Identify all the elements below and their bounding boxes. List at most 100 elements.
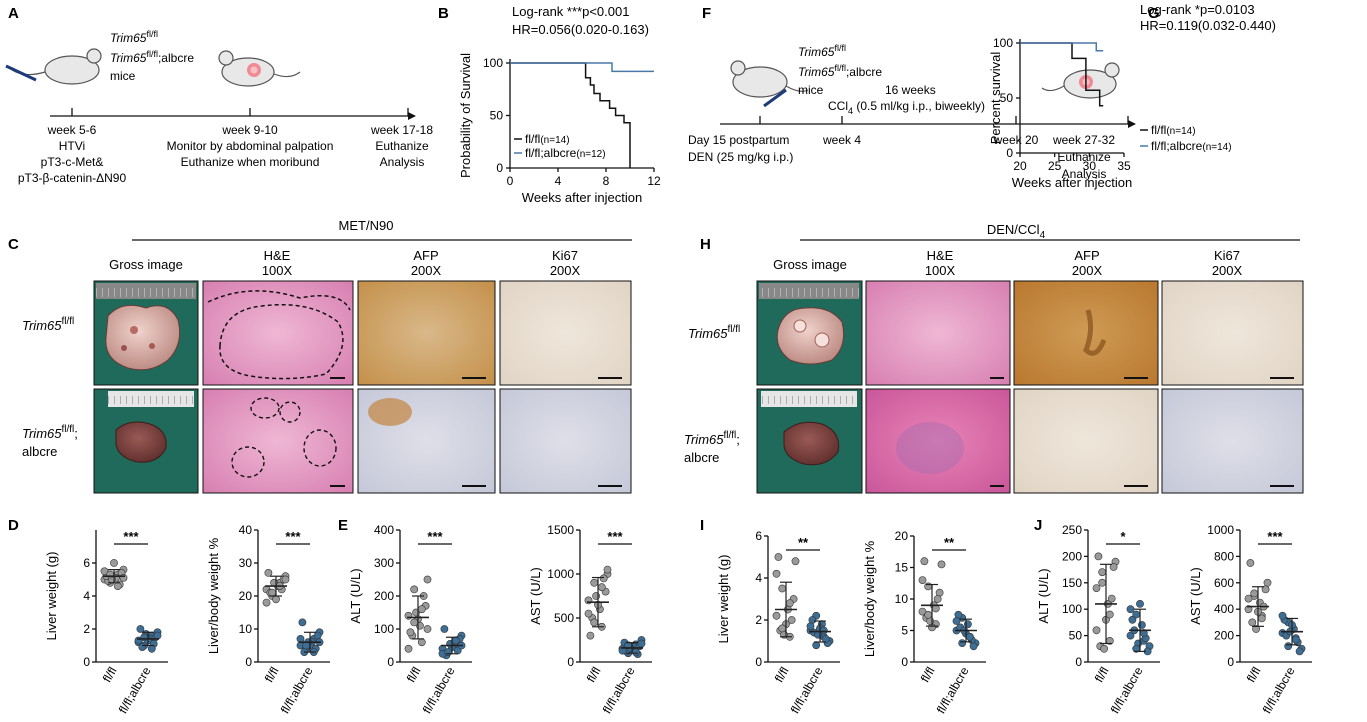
data-point [410, 618, 419, 627]
y-tick-label: 0 [755, 655, 762, 669]
panel-label-c: C [8, 236, 19, 253]
x-tick-label: 35 [1117, 159, 1131, 173]
x-category-label: fl/fl;albcre [1260, 664, 1298, 716]
panel-h-title: DEN/CCl4 [987, 222, 1046, 241]
data-point [631, 648, 640, 657]
svg-text:Trim65fl/fl: Trim65fl/fl [110, 29, 158, 45]
svg-text:week 4: week 4 [822, 133, 861, 147]
svg-text:100X: 100X [925, 263, 956, 278]
svg-text:AFP: AFP [1074, 248, 1099, 263]
y-tick-label: 2 [755, 613, 762, 627]
data-point [406, 628, 415, 637]
y-tick-label: 0 [1075, 655, 1082, 669]
gross-image-flfl [756, 280, 863, 386]
x-category-label: fl/fl [584, 665, 604, 685]
y-tick-label: 0 [567, 655, 574, 669]
panel-c: C MET/N90 Gross image H&E 100X AFP 200X … [8, 218, 632, 494]
y-axis-label: AST (U/L) [1188, 567, 1203, 625]
svg-text:Gross image: Gross image [773, 257, 847, 272]
data-point [1257, 614, 1266, 623]
x-tick-label: 0 [507, 174, 514, 188]
significance-label: * [1120, 529, 1126, 544]
stat-annotation: HR=0.119(0.032-0.440) [1140, 18, 1276, 33]
y-tick-label: 400 [1214, 602, 1234, 616]
panel-f: F Trim65fl/fl Trim65fl/fl;albcre mice 16… [688, 5, 1136, 181]
legend-entry: fl/fl(n=14) [525, 132, 570, 146]
x-tick-label: 12 [647, 174, 661, 188]
svg-text:200X: 200X [1212, 263, 1243, 278]
svg-text:Monitor by abdominal palpation: Monitor by abdominal palpation [167, 139, 334, 153]
data-point [404, 644, 413, 653]
data-point [920, 557, 929, 566]
y-tick-label: 100 [483, 56, 503, 70]
y-tick-label: 6 [83, 556, 90, 570]
svg-text:Analysis: Analysis [1062, 167, 1107, 181]
y-tick-label: 100 [374, 622, 394, 636]
data-point [119, 574, 128, 582]
data-point [597, 583, 606, 592]
data-point [272, 595, 280, 604]
y-tick-label: 0 [496, 161, 503, 175]
x-category-label: fl/fl;albcre [116, 664, 154, 716]
data-point [592, 592, 600, 600]
data-point [637, 639, 646, 648]
y-axis-label: AST (U/L) [528, 567, 543, 625]
y-tick-label: 300 [374, 556, 394, 570]
y-axis-label: ALT (U/L) [348, 568, 363, 623]
afp-image-albcre [357, 388, 496, 494]
svg-text:albcre: albcre [684, 450, 719, 465]
panel-b: B 0 50 100 0 4 8 12 Probability of Survival Week… [438, 4, 661, 205]
ki67-image-albcre [1161, 388, 1304, 494]
data-point [1252, 625, 1260, 633]
scatter-chart-d-liver-body: 0 10 20 30 40 Liver/body weight % fl/flfl/fl;a… [206, 523, 330, 716]
data-point [590, 578, 599, 587]
x-tick-label: 20 [1013, 159, 1027, 173]
svg-text:Trim65fl/fl;albcre: Trim65fl/fl;albcre [798, 63, 882, 79]
data-point [1244, 605, 1253, 614]
he-image-flfl [865, 280, 1011, 386]
y-tick-label: 10 [239, 622, 253, 636]
x-category-label: fl/fl [1244, 665, 1264, 685]
data-point [1295, 647, 1304, 656]
data-point [778, 624, 787, 633]
svg-text:Trim65fl/fl;albcre: Trim65fl/fl;albcre [110, 49, 194, 65]
data-point [113, 582, 122, 590]
data-point [965, 632, 974, 641]
data-point [1278, 611, 1287, 620]
legend-entry: fl/fl;albcre(n=12) [525, 146, 606, 160]
data-point [806, 622, 815, 631]
y-tick-label: 15 [895, 561, 909, 575]
legend-entry: fl/fl;albcre(n=14) [1151, 139, 1232, 153]
svg-text:Trim65fl/fl: Trim65fl/fl [798, 43, 846, 59]
y-tick-label: 150 [1062, 576, 1082, 590]
svg-text:Trim65fl/fl;: Trim65fl/fl; [22, 424, 78, 441]
ki67-image-flfl [1161, 280, 1304, 386]
data-point [785, 599, 794, 608]
survival-chart-b: 0 50 100 0 4 8 12 Probability of Survival Weeks … [458, 4, 661, 205]
svg-text:HTVi: HTVi [59, 139, 85, 153]
data-point [586, 631, 595, 640]
y-tick-label: 200 [374, 589, 394, 603]
x-category-label: fl/fl;albcre [600, 664, 638, 716]
panel-g: G 0 50 100 20 25 30 35 Percent survival Weeks af… [988, 2, 1276, 190]
data-point [964, 620, 972, 629]
ki67-image-flfl [499, 280, 632, 386]
y-axis-label: Liver/body weight % [206, 537, 221, 654]
svg-text:200X: 200X [550, 263, 581, 278]
significance-label: *** [285, 529, 301, 544]
data-point [404, 611, 413, 620]
y-tick-label: 0 [387, 655, 394, 669]
panel-label-e: E [338, 517, 348, 534]
panel-label-j: J [1034, 517, 1042, 534]
panel-c-title: MET/N90 [339, 218, 394, 233]
ki67-image-albcre [499, 388, 632, 494]
significance-label: *** [1267, 529, 1283, 544]
data-point [110, 559, 118, 567]
y-tick-label: 100 [993, 36, 1013, 50]
y-axis-label: ALT (U/L) [1036, 568, 1051, 623]
data-point [1126, 605, 1135, 614]
y-tick-label: 1000 [547, 567, 574, 581]
y-tick-label: 50 [490, 109, 504, 123]
